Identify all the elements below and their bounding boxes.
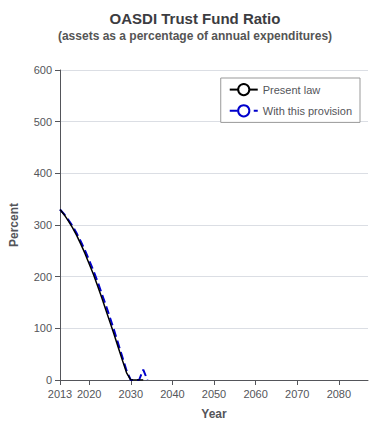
svg-text:200: 200 [34,271,52,283]
svg-text:300: 300 [34,219,52,231]
svg-text:2030: 2030 [119,388,143,400]
svg-text:Percent: Percent [7,203,21,247]
svg-text:100: 100 [34,322,52,334]
svg-text:Present law: Present law [263,84,321,96]
svg-text:2070: 2070 [285,388,309,400]
svg-text:(assets as a percentage of ann: (assets as a percentage of annual expend… [58,29,332,43]
svg-text:500: 500 [34,116,52,128]
svg-text:With this provision: With this provision [263,105,352,117]
svg-text:600: 600 [34,64,52,76]
svg-text:2060: 2060 [243,388,267,400]
svg-text:2040: 2040 [160,388,184,400]
svg-text:2050: 2050 [202,388,226,400]
svg-text:OASDI Trust Fund Ratio: OASDI Trust Fund Ratio [110,10,281,27]
svg-text:2080: 2080 [327,388,351,400]
svg-text:400: 400 [34,167,52,179]
svg-text:2013: 2013 [48,388,72,400]
svg-text:2020: 2020 [77,388,101,400]
svg-text:0: 0 [46,374,52,386]
svg-text:Year: Year [201,407,227,421]
